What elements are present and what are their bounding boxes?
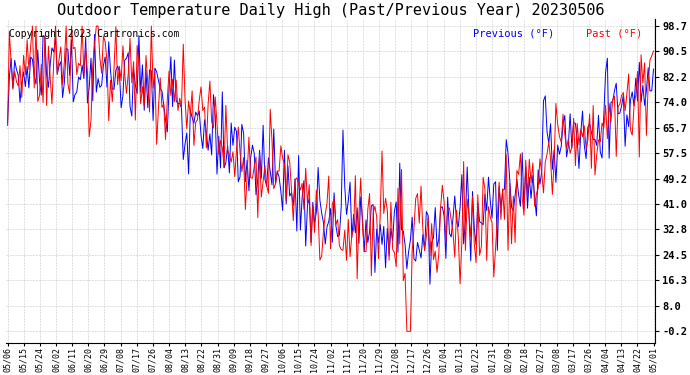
Title: Outdoor Temperature Daily High (Past/Previous Year) 20230506: Outdoor Temperature Daily High (Past/Pre… (57, 3, 604, 18)
Text: Previous (°F): Previous (°F) (473, 28, 555, 39)
Text: Past (°F): Past (°F) (586, 28, 642, 39)
Text: Copyright 2023 Cartronics.com: Copyright 2023 Cartronics.com (9, 28, 179, 39)
